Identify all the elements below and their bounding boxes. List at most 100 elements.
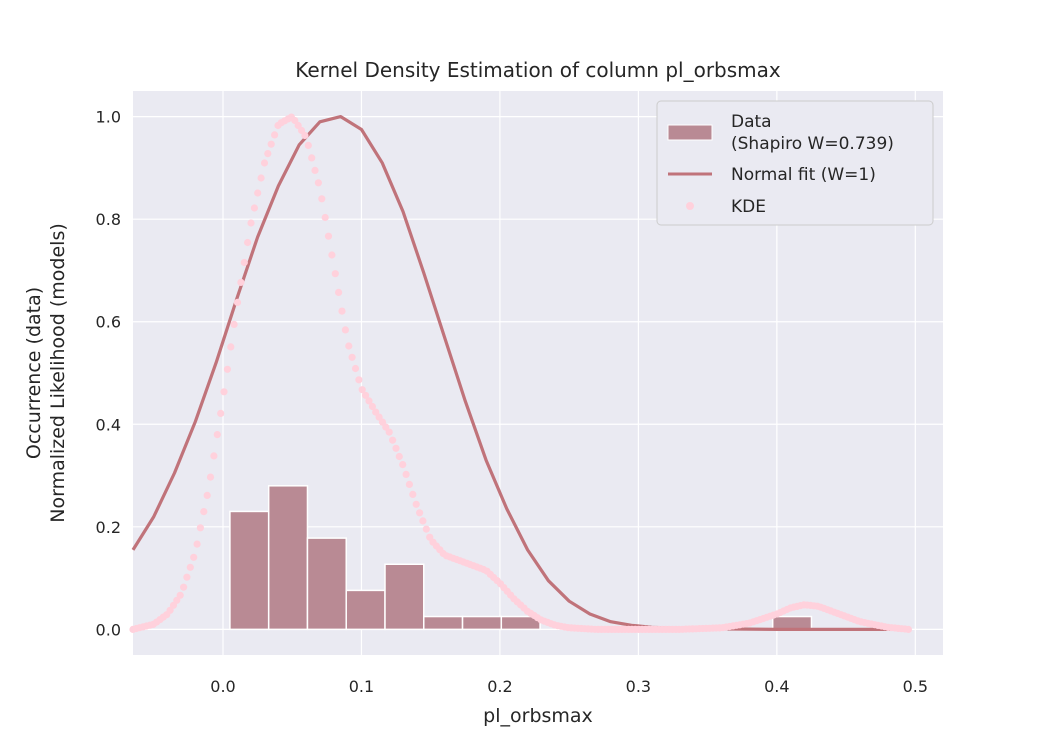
kde-point: [203, 491, 211, 499]
kde-point: [230, 320, 238, 328]
kde-point: [405, 480, 413, 488]
kde-point: [196, 524, 204, 532]
kde-point: [362, 391, 370, 399]
kde-point: [358, 386, 366, 394]
kde-point: [304, 141, 312, 149]
histogram-bar: [345, 589, 386, 631]
legend-kde-swatch: [686, 202, 694, 210]
x-tick-label: 0.2: [487, 677, 512, 696]
kde-point: [368, 402, 376, 411]
kde-point: [351, 364, 360, 373]
x-tick-label: 0.5: [903, 677, 928, 696]
kde-point: [416, 509, 424, 517]
x-tick-label: 0.4: [764, 677, 789, 696]
kde-point: [213, 431, 221, 439]
kde-point: [267, 140, 275, 148]
chart-title: Kernel Density Estimation of column pl_o…: [295, 58, 781, 82]
kde-point: [422, 525, 430, 533]
kde-point: [176, 591, 184, 599]
legend-kde-label: KDE: [731, 197, 766, 217]
kde-point: [314, 179, 322, 187]
histogram-bar: [384, 563, 425, 631]
kde-point: [412, 500, 420, 508]
kde-point: [328, 251, 336, 259]
y-axis-label-line2: Normalized Likelihood (models): [47, 223, 69, 523]
x-axis-label: pl_orbsmax: [483, 705, 593, 727]
kde-point: [341, 326, 349, 334]
kde-point: [233, 298, 242, 306]
kde-point: [409, 490, 417, 498]
kde-point: [321, 213, 329, 222]
y-axis-ticks: 0.0 0.2 0.4 0.6 0.8 1.0: [96, 108, 121, 640]
histogram-bar: [423, 615, 464, 631]
kde-point: [254, 189, 262, 197]
histogram-bar: [229, 510, 270, 631]
y-tick-label: 1.0: [96, 108, 121, 127]
histogram-bar: [771, 615, 813, 631]
legend-data-shapiro-label: (Shapiro W=0.739): [731, 134, 894, 154]
kde-point: [338, 307, 346, 315]
kde-point: [389, 436, 397, 444]
kde-point: [240, 258, 248, 267]
kde-point: [271, 131, 279, 139]
y-axis-label-line1: Occurrence (data): [23, 287, 45, 459]
kde-point: [244, 238, 252, 247]
kde-series: [129, 113, 913, 634]
kde-point: [217, 409, 225, 417]
kde-point: [223, 365, 231, 373]
kde-point: [264, 150, 272, 158]
kde-point: [419, 517, 427, 525]
kde-point: [190, 553, 198, 561]
kde-point: [193, 540, 201, 548]
kde-point: [399, 461, 407, 469]
kde-point: [308, 154, 316, 162]
kde-point: [237, 278, 245, 286]
kde-point: [227, 343, 235, 351]
kde-point: [301, 131, 309, 140]
kde-point: [206, 473, 215, 481]
x-tick-label: 0.3: [626, 677, 651, 696]
y-tick-label: 0.2: [96, 518, 121, 537]
kde-point: [355, 376, 363, 384]
histogram-bar: [461, 615, 503, 631]
kde-point: [395, 452, 403, 461]
y-tick-label: 0.8: [96, 210, 121, 229]
histogram-bar: [306, 537, 347, 631]
y-tick-label: 0.0: [96, 620, 121, 639]
kde-point: [324, 232, 333, 240]
kde-point: [345, 342, 353, 350]
kde-point: [331, 270, 339, 278]
kde-point: [210, 452, 218, 460]
histogram-bars: [229, 485, 813, 631]
kde-point: [180, 583, 188, 591]
histogram-bar: [267, 485, 309, 631]
kde-point: [257, 174, 265, 182]
kde-point: [260, 159, 269, 167]
kde-point: [200, 508, 208, 516]
kde-point: [186, 563, 194, 571]
legend-data-label: Data: [731, 112, 772, 132]
y-tick-label: 0.6: [96, 313, 121, 332]
legend-normal-fit-label: Normal fit (W=1): [731, 165, 876, 185]
kde-point: [311, 166, 319, 174]
kde-point: [348, 353, 356, 361]
x-tick-label: 0.0: [210, 677, 235, 696]
kde-point: [365, 397, 373, 405]
kde-point: [904, 625, 913, 634]
kde-point: [318, 195, 326, 203]
kde-point: [402, 470, 410, 478]
legend: Data (Shapiro W=0.739) Normal fit (W=1) …: [656, 100, 934, 226]
legend-data-swatch: [667, 124, 713, 141]
kde-point: [220, 388, 228, 396]
kde-point: [250, 204, 258, 212]
x-tick-label: 0.1: [349, 677, 374, 696]
kde-point: [385, 428, 393, 436]
y-tick-label: 0.4: [96, 415, 121, 434]
x-axis-ticks: 0.0 0.1 0.2 0.3 0.4 0.5: [210, 677, 928, 696]
kde-point: [183, 573, 191, 581]
legend-box: [656, 100, 934, 226]
kde-point: [335, 288, 343, 296]
kde-point: [247, 219, 255, 227]
